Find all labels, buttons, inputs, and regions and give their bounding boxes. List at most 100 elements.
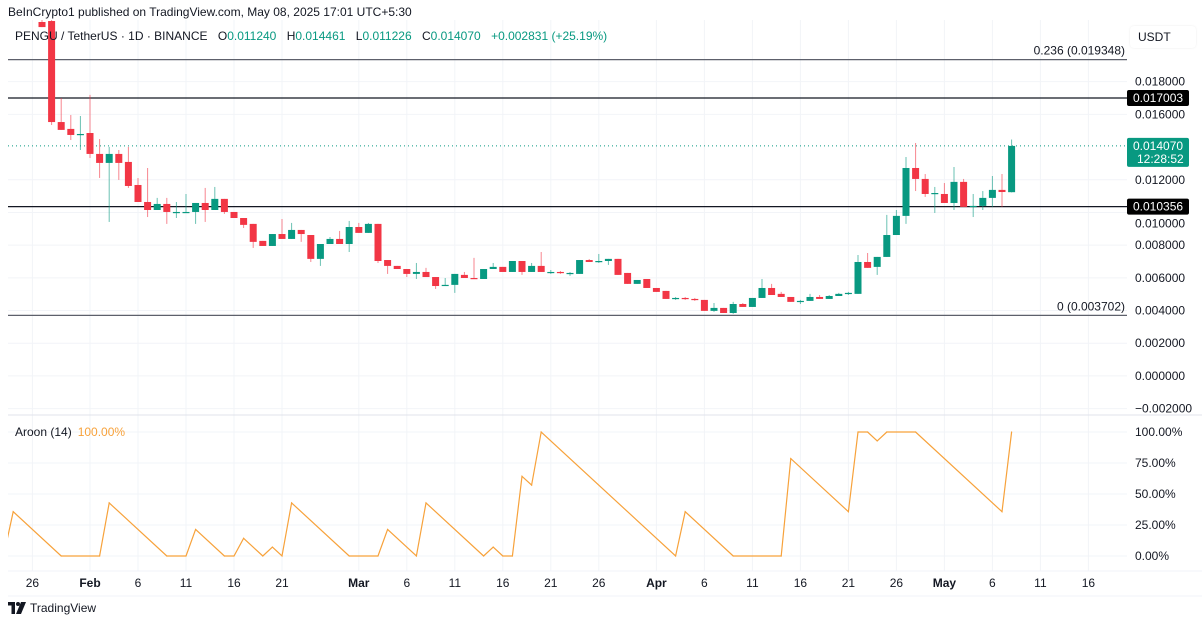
tradingview-logo[interactable]: TradingView <box>8 601 96 615</box>
time-tick-label: 6 <box>403 576 410 590</box>
candle-body <box>720 307 728 313</box>
candle-body <box>604 258 612 262</box>
candle-down <box>460 271 468 279</box>
open-value: 0.011240 <box>227 29 277 43</box>
candle-up <box>825 295 833 299</box>
price-tick-label: 0.010000 <box>1135 217 1185 231</box>
candle-down <box>96 139 104 178</box>
candle-body <box>796 300 804 303</box>
aroon-point <box>415 555 417 557</box>
candle-body <box>979 197 987 206</box>
candle-up <box>835 292 843 296</box>
aroon-point <box>876 440 878 442</box>
candle-body <box>835 293 843 296</box>
symbol-name[interactable]: PENGU / TetherUS · 1D · BINANCE <box>15 29 208 43</box>
candle-up <box>576 260 584 274</box>
aroon-point <box>377 555 379 557</box>
candle-up <box>345 220 353 253</box>
candle-body <box>384 260 392 266</box>
aroon-point <box>521 475 523 477</box>
level-badge-label: 0.017003 <box>1133 91 1183 105</box>
candle-down <box>662 290 670 299</box>
candle-down <box>240 218 248 228</box>
aroon-point <box>790 457 792 460</box>
candle-body <box>768 287 776 296</box>
candle-down <box>220 198 228 214</box>
candle-body <box>758 287 766 298</box>
candle-up <box>729 301 737 314</box>
candle-body <box>86 133 94 154</box>
currency-button[interactable]: USDT <box>1130 26 1196 48</box>
candle-body <box>240 218 248 225</box>
candle-body <box>230 211 238 219</box>
candle-body <box>76 133 84 136</box>
candle-up <box>288 222 296 239</box>
time-tick-label: Apr <box>646 576 667 590</box>
brand-name: TradingView <box>30 601 97 615</box>
candle-up <box>211 186 219 210</box>
aroon-point <box>511 555 513 557</box>
candle-down <box>652 287 660 292</box>
candle-down <box>643 278 651 288</box>
candle-down <box>700 299 708 311</box>
aroon-point <box>684 511 686 513</box>
candle-down <box>585 259 593 262</box>
candle-down <box>307 235 315 262</box>
aroon-point <box>492 546 494 548</box>
close-value: 0.014070 <box>430 29 481 43</box>
candle-body <box>336 238 344 245</box>
candle-down <box>57 98 65 130</box>
candle-body <box>278 234 286 239</box>
candle-down <box>864 252 872 268</box>
aroon-tick-label: 50.00% <box>1135 487 1176 501</box>
candle-up <box>796 299 804 304</box>
candle-body <box>441 284 449 287</box>
candle-body <box>624 272 632 284</box>
indicator-legend[interactable]: Aroon (14) 100.00% <box>15 425 125 439</box>
candle-body <box>393 265 401 270</box>
aroon-tick-label: 0.00% <box>1135 549 1169 563</box>
aroon-point <box>780 555 782 557</box>
aroon-point <box>675 555 677 557</box>
aroon-point <box>60 555 62 557</box>
level-badge <box>1127 89 1189 106</box>
candle-body <box>403 269 411 274</box>
candle-body <box>57 122 65 130</box>
aroon-point <box>291 502 293 504</box>
tradingview-logo-icon <box>8 602 26 614</box>
time-tick-label: 6 <box>135 576 142 590</box>
candle-body <box>1008 145 1016 193</box>
published-caption: BeInCrypto1 published on TradingView.com… <box>8 5 412 19</box>
axes: 26 Feb 6 11 16 21 Mar 6 11 16 21 26 Apr 6 11 16 21 26 May 6… <box>8 75 1202 597</box>
candle-down <box>355 222 363 233</box>
grid <box>8 20 1127 571</box>
aroon-tick-label: 75.00% <box>1135 456 1176 470</box>
candle-body <box>902 167 910 216</box>
time-tick-label: 26 <box>890 576 904 590</box>
candle-down <box>921 174 929 197</box>
candle-down <box>720 307 728 313</box>
low-label: L <box>355 29 363 43</box>
close-label: C <box>421 29 431 43</box>
time-tick-label: 16 <box>227 576 241 590</box>
candle-body <box>288 229 296 239</box>
candle-up <box>508 261 516 272</box>
candle-up <box>364 222 372 233</box>
aroon-point <box>271 546 273 548</box>
candle-up <box>806 293 814 301</box>
candle-up <box>873 256 881 275</box>
candle-up <box>528 262 536 272</box>
candle-up <box>633 279 641 284</box>
candle-up <box>969 193 977 218</box>
candle-body <box>585 260 593 262</box>
candle-down <box>278 218 286 239</box>
aroon-point <box>857 431 859 433</box>
bar-countdown: 12:28:52 <box>1137 152 1184 166</box>
candle-body <box>96 153 104 163</box>
candle-down <box>144 167 152 218</box>
fib-level-label: 0.236 (0.019348) <box>1034 44 1125 58</box>
candle-down <box>48 20 56 125</box>
candle-body <box>134 184 142 202</box>
